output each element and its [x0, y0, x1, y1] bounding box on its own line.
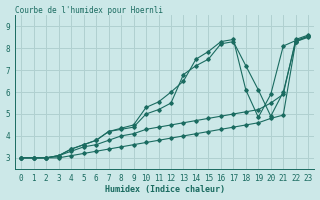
Text: Courbe de l'humidex pour Hoernli: Courbe de l'humidex pour Hoernli	[15, 6, 163, 15]
X-axis label: Humidex (Indice chaleur): Humidex (Indice chaleur)	[105, 185, 225, 194]
